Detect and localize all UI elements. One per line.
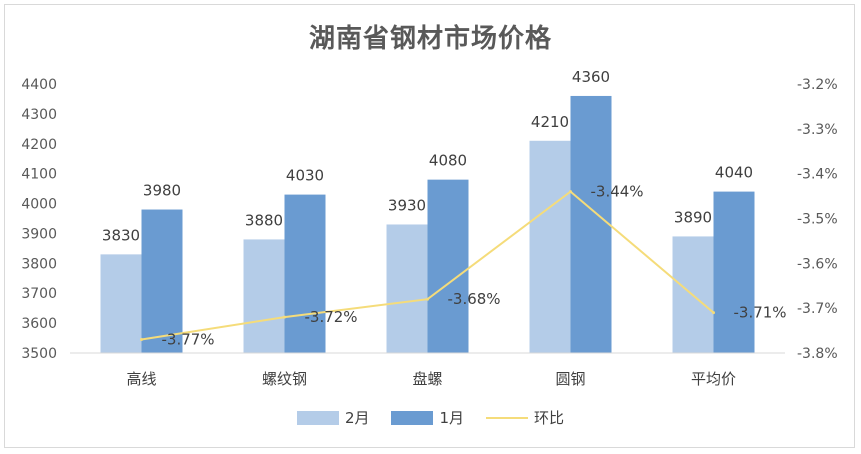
- line-point: [283, 315, 286, 319]
- data-label: 4030: [286, 167, 324, 185]
- y-tick-label: 4000: [21, 197, 57, 213]
- y-tick-label: 4100: [21, 167, 57, 183]
- y-tick-label: 3500: [21, 346, 57, 362]
- y2-tick-label: -3.7%: [797, 301, 838, 317]
- data-label: 3980: [143, 182, 181, 200]
- x-tick-label: 盘螺: [412, 370, 442, 388]
- legend-item-series-3: 环比: [486, 407, 564, 428]
- line-point: [712, 311, 715, 315]
- legend-label-series-3: 环比: [534, 409, 565, 427]
- y2-tick-label: -3.3%: [797, 122, 838, 138]
- data-label: 4080: [429, 152, 467, 170]
- chart-legend: 2月 1月 环比: [0, 407, 861, 428]
- data-label: 3890: [674, 208, 712, 226]
- data-label: 3830: [102, 226, 140, 244]
- chart-title: 湖南省钢材市场价格: [308, 24, 552, 54]
- data-label: 3880: [245, 211, 283, 229]
- legend-swatch-series-3: [486, 416, 529, 419]
- y-tick-label: 3800: [21, 256, 57, 272]
- line-point: [426, 297, 429, 301]
- y-tick-label: 4400: [21, 77, 57, 93]
- y-tick-label: 4200: [21, 137, 57, 153]
- y2-tick-label: -3.6%: [797, 256, 838, 272]
- legend-swatch-series-1: [296, 410, 339, 425]
- line-data-label: -3.71%: [734, 304, 787, 322]
- x-tick-label: 圆钢: [555, 370, 585, 388]
- data-label: 3930: [388, 196, 426, 214]
- bar: [386, 224, 428, 353]
- y2-tick-label: -3.5%: [797, 212, 838, 228]
- bar: [100, 254, 142, 353]
- legend-label-series-1: 2月: [344, 409, 370, 427]
- legend-label-series-2: 1月: [439, 409, 465, 427]
- y-tick-label: 4300: [21, 107, 57, 123]
- x-tick-label: 高线: [126, 370, 156, 388]
- line-data-label: -3.77%: [162, 331, 215, 349]
- data-label: 4210: [531, 113, 569, 131]
- line-data-label: -3.72%: [305, 308, 358, 326]
- line-point: [140, 338, 143, 342]
- bar: [141, 209, 183, 353]
- bar: [427, 179, 469, 353]
- legend-swatch-series-2: [391, 410, 434, 425]
- bar: [529, 140, 571, 353]
- data-label: 4360: [572, 68, 610, 86]
- bar: [243, 239, 285, 353]
- x-tick-label: 平均价: [691, 370, 736, 388]
- legend-item-series-1: 2月: [296, 407, 370, 428]
- bar: [284, 194, 326, 353]
- y-tick-label: 3900: [21, 226, 57, 242]
- bar: [570, 95, 612, 353]
- y2-tick-label: -3.2%: [797, 77, 838, 93]
- chart-frame: [4, 4, 855, 448]
- x-tick-label: 螺纹钢: [262, 370, 307, 388]
- bar: [713, 191, 755, 353]
- y2-tick-label: -3.8%: [797, 346, 838, 362]
- y-tick-label: 3600: [21, 316, 57, 332]
- line-data-label: -3.44%: [591, 183, 644, 201]
- y-tick-label: 3700: [21, 286, 57, 302]
- line-data-label: -3.68%: [448, 290, 501, 308]
- legend-item-series-2: 1月: [391, 407, 464, 428]
- data-label: 4040: [715, 164, 753, 182]
- line-point: [569, 190, 572, 194]
- y2-tick-label: -3.4%: [797, 167, 838, 183]
